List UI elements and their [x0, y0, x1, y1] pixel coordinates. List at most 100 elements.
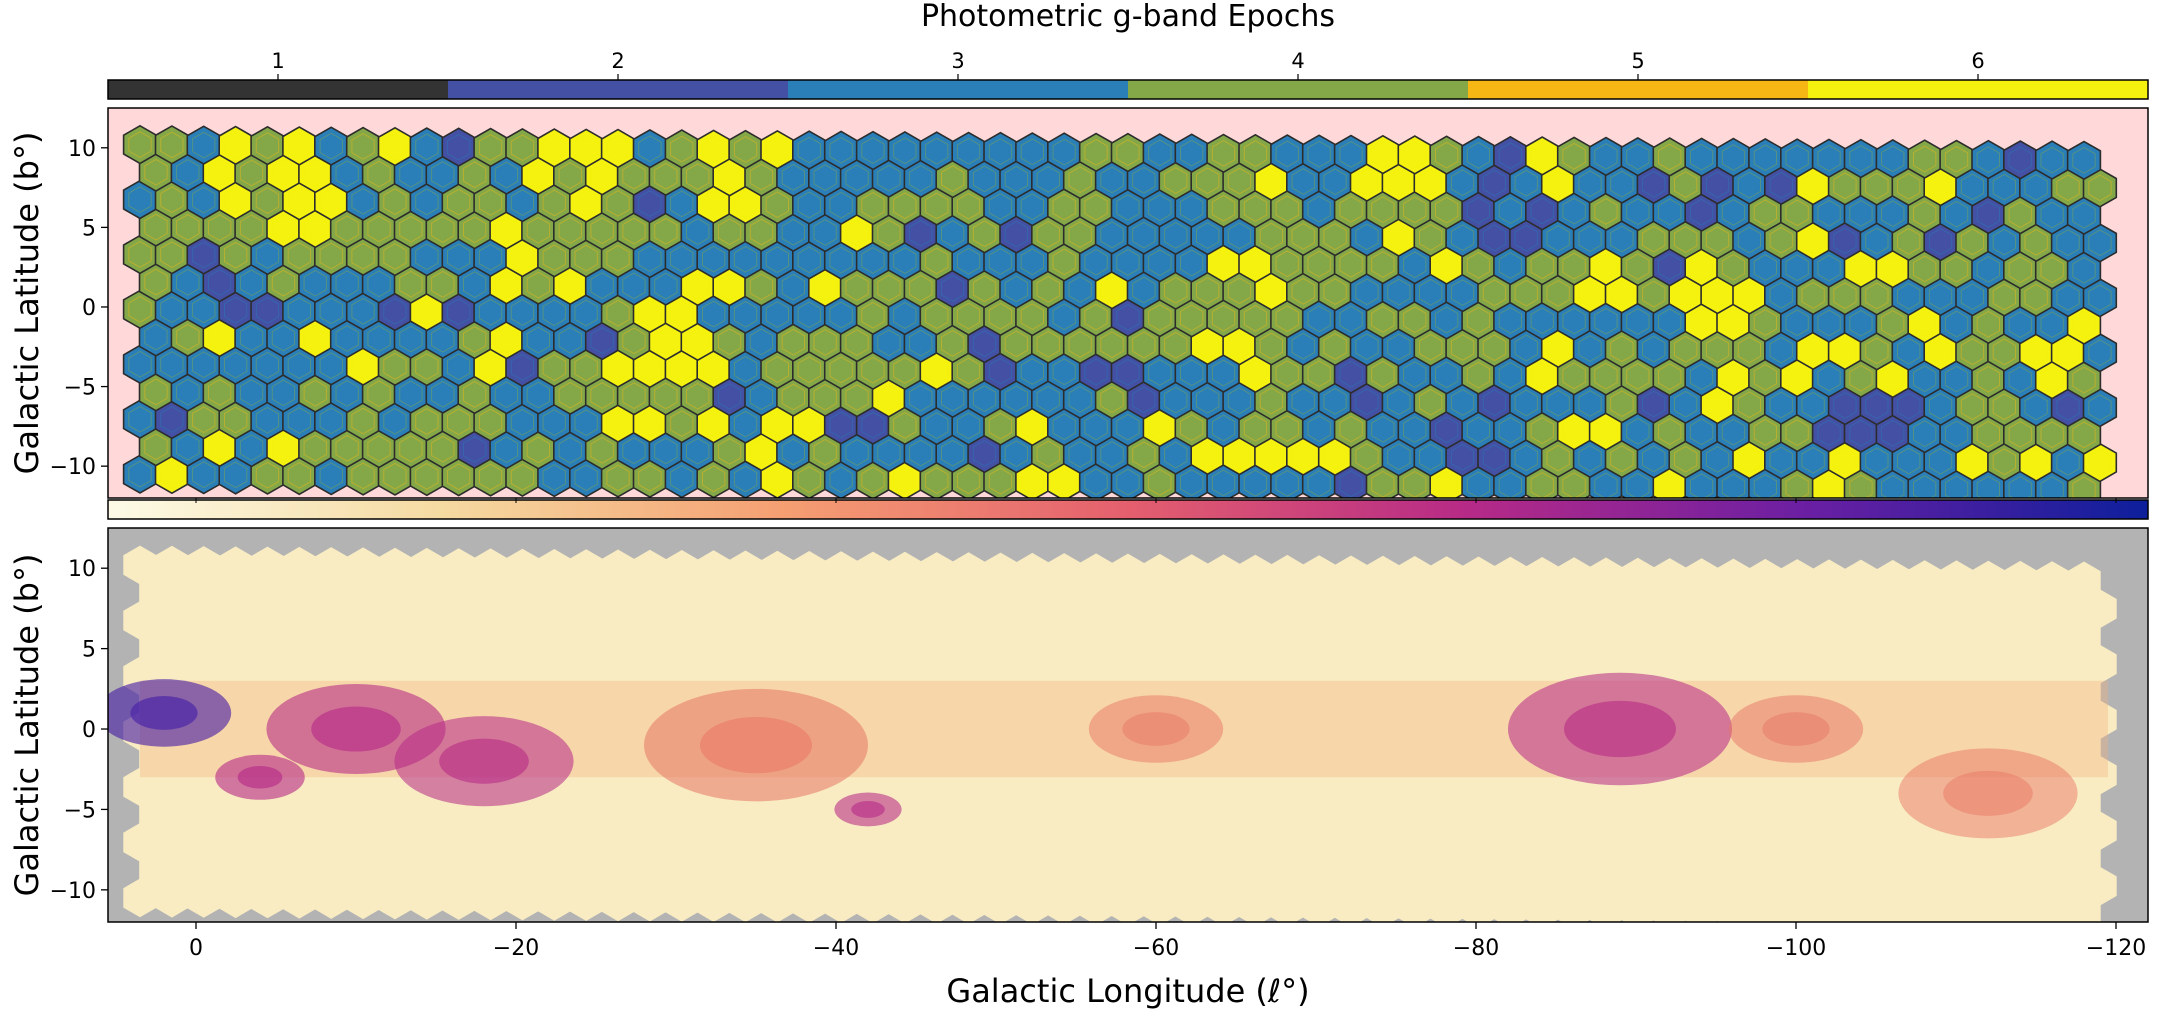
top-hex-texture [383, 407, 407, 435]
top-hex-texture [1435, 416, 1459, 444]
top-hex-texture [367, 270, 391, 298]
bottom-footprint-tile [1509, 862, 1543, 901]
bottom-footprint-tile [250, 546, 285, 586]
bottom-colorbar [107, 499, 2149, 520]
bottom-footprint-tile [1892, 754, 1926, 793]
bottom-footprint-tile [1366, 888, 1400, 922]
bottom-footprint-tile [1876, 892, 1910, 922]
top-hex-texture [1339, 415, 1363, 443]
bottom-footprint-tile [537, 881, 571, 921]
bottom-footprint-tile [282, 657, 317, 697]
top-hex-texture [1323, 168, 1347, 196]
bottom-footprint-tile [346, 824, 380, 864]
top-hex-texture [1849, 309, 1873, 337]
bottom-footprint-tile [1764, 586, 1798, 626]
top-hex-texture [1689, 363, 1714, 391]
bottom-footprint-tile [1414, 639, 1448, 679]
top-hex-texture [1068, 440, 1092, 468]
bottom-footprint-tile [2035, 838, 2069, 878]
bottom-dust-core [1762, 712, 1830, 746]
top-hex-texture [1100, 441, 1124, 468]
top-hex-texture [1976, 475, 2000, 498]
x-tick-label: 0 [189, 936, 203, 961]
bottom-footprint-tile [1334, 555, 1368, 595]
top-hex-texture [1020, 413, 1044, 440]
top-hex-texture [1928, 338, 1953, 365]
bottom-footprint-tile [760, 828, 795, 867]
bottom-footprint-tile [1876, 559, 1910, 599]
top-hex-texture [542, 409, 566, 436]
bottom-footprint-tile [1366, 777, 1400, 817]
top-hex-texture [1705, 446, 1730, 473]
top-hex-texture [1275, 140, 1299, 168]
top-hex-texture [1387, 333, 1411, 361]
top-hex-texture [1769, 446, 1793, 474]
bottom-footprint-tile [1143, 664, 1177, 704]
bottom-footprint-tile [1653, 613, 1687, 653]
top-hex-texture [1403, 306, 1427, 334]
top-hex-texture [367, 380, 391, 408]
top-hex-texture [972, 385, 997, 412]
top-colorbar-tick-label: 2 [611, 49, 624, 73]
bottom-footprint-tile [2019, 699, 2053, 739]
bottom-footprint-tile [2019, 866, 2053, 906]
top-hex-texture [1004, 385, 1028, 413]
top-hex-texture [702, 465, 726, 493]
top-hex-texture [781, 218, 805, 246]
bottom-footprint-tile [1350, 860, 1384, 900]
top-hex-texture [702, 410, 726, 438]
bottom-footprint-tile [1143, 886, 1177, 922]
bottom-footprint-tile [1668, 863, 1703, 903]
top-hex-texture [287, 462, 311, 489]
bottom-footprint-tile [521, 576, 556, 616]
bottom-dust-lanes [108, 672, 2108, 839]
y-tick-label: 5 [82, 638, 96, 663]
top-hex-texture [494, 271, 519, 299]
top-hex-texture [1817, 419, 1841, 447]
bottom-footprint-tile [1334, 888, 1368, 922]
top-hex-texture [1514, 334, 1538, 362]
top-hex-texture [1753, 473, 1777, 498]
top-hex-texture [1881, 365, 1905, 392]
top-hex-texture [1674, 171, 1698, 198]
bottom-footprint-tile [1127, 803, 1161, 843]
bottom-footprint-tile [1015, 830, 1050, 870]
top-hex-texture [1148, 359, 1172, 386]
top-hex-texture [909, 439, 933, 467]
top-hex-texture [845, 329, 869, 356]
top-hex-texture [1817, 144, 1841, 172]
top-colorbar-segment [448, 80, 789, 99]
top-hex-texture [1275, 470, 1299, 497]
top-hex-texture [271, 269, 296, 297]
top-hex-texture [1705, 391, 1730, 418]
top-hex-texture [877, 274, 901, 302]
top-hex-texture [287, 407, 311, 434]
top-hex-texture [1498, 362, 1522, 389]
top-hex-texture [335, 325, 359, 352]
top-hex-texture [1658, 198, 1682, 226]
top-hex-texture [526, 271, 550, 299]
top-hex-texture [1196, 277, 1220, 304]
bottom-footprint-tile [1844, 837, 1878, 876]
top-hex-texture [1004, 165, 1028, 193]
bottom-footprint-tile [1716, 558, 1751, 598]
top-hex-texture [2008, 311, 2032, 338]
bottom-footprint-tile [1238, 721, 1273, 760]
bottom-footprint-tile [872, 745, 906, 785]
top-hex-texture [813, 329, 837, 356]
bottom-footprint-tile [1939, 782, 1974, 822]
top-hex-texture [1594, 143, 1618, 170]
bottom-footprint-tile [202, 574, 237, 613]
top-hex-texture [255, 406, 280, 434]
bottom-footprint-tile [1398, 722, 1432, 762]
bottom-footprint-tile [1589, 779, 1623, 819]
top-hex-texture [877, 164, 901, 192]
bottom-footprint-tile [1892, 809, 1926, 849]
top-hex-texture [208, 269, 232, 296]
bottom-footprint-tile [298, 574, 332, 614]
top-hex-texture [303, 269, 327, 297]
top-hex-texture [510, 189, 535, 216]
bottom-footprint-tile [553, 687, 587, 727]
bottom-footprint-tile [1684, 613, 1719, 653]
top-hex-texture [319, 132, 343, 160]
